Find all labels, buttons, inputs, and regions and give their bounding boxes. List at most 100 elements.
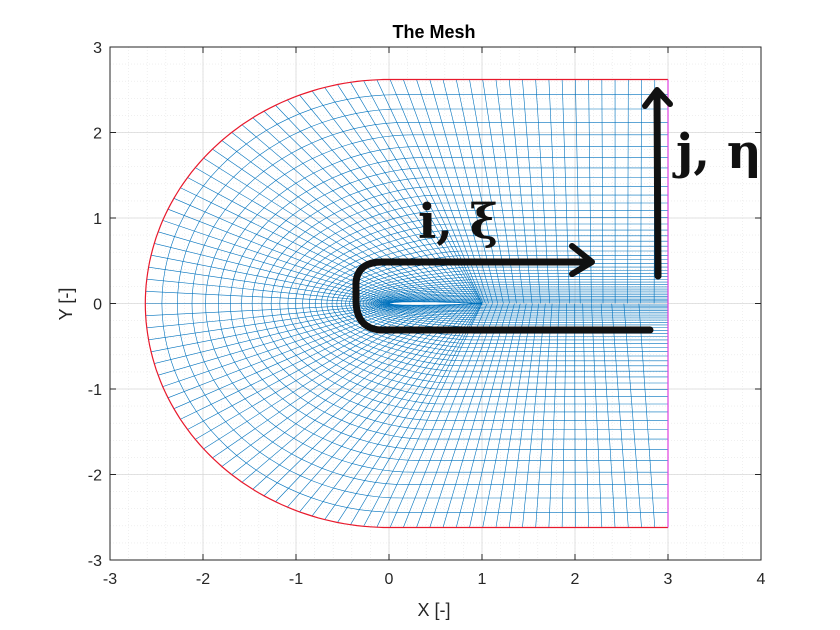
mesh-line-eta (151, 304, 394, 353)
mesh-line-eta (337, 303, 480, 523)
x-tick-label: 1 (478, 571, 487, 588)
mesh-boundary (144, 78, 669, 529)
mesh-line-eta (350, 303, 482, 525)
annotations: i, ξ j, η (352, 87, 762, 334)
mesh-line-eta (548, 79, 560, 304)
mesh-line-eta (311, 303, 476, 517)
outer-boundary (144, 78, 668, 529)
mesh-line-xi (365, 281, 668, 326)
mesh-line-xi (385, 299, 668, 308)
mesh-line-eta (508, 79, 533, 304)
mesh-line-eta (601, 79, 604, 304)
x-tick-label: 2 (571, 571, 580, 588)
mesh-line-eta (561, 79, 570, 304)
mesh-line-xi (218, 146, 668, 461)
mesh-line-eta (299, 303, 473, 513)
mesh-line-eta (145, 291, 390, 304)
mesh-line-eta (263, 111, 461, 303)
mesh-line-eta (350, 82, 482, 304)
mesh-line-xi (387, 300, 668, 307)
mesh-line-eta (429, 303, 504, 528)
mesh-line-eta (203, 157, 431, 302)
x-tick-label: 3 (664, 571, 673, 588)
mesh-line-eta (429, 79, 494, 304)
chart-title: The Mesh (392, 22, 475, 42)
mesh-line-xi (279, 202, 668, 405)
mesh-line-xi (295, 217, 668, 390)
mesh-line-xi (373, 288, 668, 319)
mesh-line-eta (146, 278, 391, 304)
mesh-line-eta (252, 117, 456, 303)
mesh-line-eta (212, 148, 436, 303)
mesh-line-eta (548, 303, 560, 528)
x-axis-ticks: -3 -2 -1 0 1 2 3 4 (103, 47, 766, 588)
mesh-line-eta (324, 303, 478, 520)
mesh-line-eta (535, 79, 551, 304)
mesh-line-xi (384, 298, 668, 309)
y-tick-label: -2 (88, 468, 102, 485)
mesh-line-eta (469, 303, 521, 528)
mesh-line-eta (535, 303, 553, 528)
mesh-line-eta (221, 140, 441, 303)
plot-area (109, 46, 762, 561)
mesh-line-eta (363, 303, 482, 527)
mesh-line-eta (482, 303, 527, 528)
mesh-line-eta (187, 305, 421, 430)
mesh-line-xi (177, 108, 668, 499)
mesh-line-eta (363, 80, 482, 304)
mesh-line-eta (231, 132, 447, 303)
y-tick-label: -1 (88, 382, 102, 399)
mesh-line-xi (191, 122, 668, 485)
airfoil-body (388, 301, 482, 306)
mesh-line-eta (241, 304, 452, 483)
y-axis-label: Y [-] (56, 288, 76, 321)
mesh-line-eta (469, 79, 510, 304)
y-tick-label: 0 (93, 297, 102, 314)
mesh-line-xi (375, 290, 668, 317)
mesh-line-xi (308, 229, 668, 378)
mesh-line-xi (287, 210, 668, 397)
mesh-line-eta (389, 303, 488, 528)
annotation-i-xi: i, ξ (418, 194, 498, 250)
mesh-line-xi (382, 297, 668, 310)
mesh-line-eta (638, 303, 656, 528)
mesh-line-eta (640, 79, 642, 304)
mesh-line-eta (287, 99, 469, 304)
mesh-line-eta (416, 79, 490, 304)
mesh-line-eta (575, 79, 581, 304)
mesh-line-eta (623, 303, 642, 528)
mesh-line-eta (508, 303, 540, 528)
mesh-line-eta (275, 304, 465, 502)
mesh-line-xi (321, 240, 668, 367)
x-tick-label: -1 (289, 571, 303, 588)
mesh-line-xi (302, 223, 668, 384)
mesh-line-xi (368, 284, 668, 323)
x-tick-label: 0 (385, 571, 394, 588)
mesh-line-eta (591, 303, 603, 528)
mesh-line-eta (455, 303, 515, 528)
j-eta-arrow-head (642, 87, 673, 109)
mesh-line-eta (167, 208, 407, 303)
mesh-line-eta (148, 304, 392, 341)
mesh-line-eta (180, 305, 416, 420)
mesh-line-eta (376, 79, 483, 304)
mesh-line-xi (251, 177, 668, 430)
mesh-line-eta (148, 266, 392, 303)
annotation-j-eta: j, η (672, 124, 762, 180)
mesh-line-eta (574, 303, 576, 528)
x-axis-label: X [-] (417, 600, 450, 620)
mesh-line-eta (167, 304, 407, 399)
j-eta-arrow-path (653, 92, 662, 280)
mesh-line-xi (161, 94, 668, 513)
mesh-line-xi (241, 167, 668, 440)
mesh-line-xi (326, 245, 668, 362)
mesh-line-xi (336, 255, 668, 352)
mesh-line-eta (416, 303, 498, 528)
mesh-line-eta (173, 305, 411, 409)
mesh-line-eta (403, 79, 486, 304)
x-tick-label: -3 (103, 571, 117, 588)
mesh-line-eta (482, 79, 517, 304)
mesh-line-eta (180, 187, 416, 302)
mesh-line-eta (522, 79, 541, 304)
